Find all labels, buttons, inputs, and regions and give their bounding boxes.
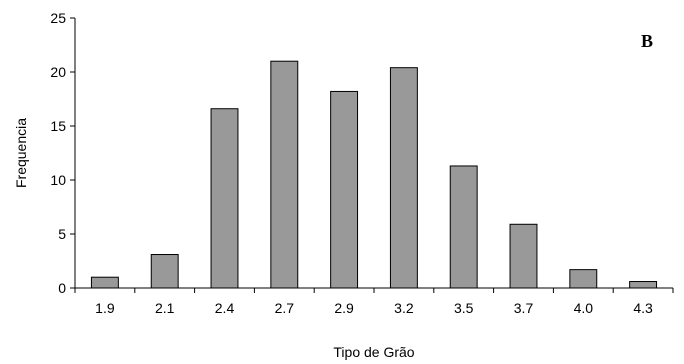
bar-3.7 xyxy=(509,223,538,289)
x-tick-label: 2.4 xyxy=(215,300,235,316)
panel-label: B xyxy=(641,31,653,51)
bar-3.2 xyxy=(389,67,418,289)
bar-3.5 xyxy=(449,165,478,289)
bar-4.0 xyxy=(569,269,598,289)
x-tick-label: 3.7 xyxy=(514,300,534,316)
y-tick-label: 15 xyxy=(50,118,66,134)
x-tick-label: 3.5 xyxy=(454,300,474,316)
bar-1.9 xyxy=(90,276,119,289)
y-tick-label: 10 xyxy=(50,172,66,188)
x-tick-label: 4.3 xyxy=(633,300,653,316)
bar-2.7 xyxy=(270,60,299,289)
y-tick-label: 20 xyxy=(50,64,66,80)
x-tick-label: 3.2 xyxy=(394,300,414,316)
x-axis-ticks: 1.9 2.1 2.4 2.7 2.9 3.2 3.5 3.7 4.0 4.3 xyxy=(74,288,674,316)
y-tick-label: 5 xyxy=(58,226,66,242)
x-axis-title: Tipo de Grão xyxy=(333,344,414,360)
x-tick-label: 1.9 xyxy=(95,300,115,316)
x-tick-label: 2.7 xyxy=(275,300,295,316)
bar-4.3 xyxy=(629,281,658,289)
x-tick-label: 2.1 xyxy=(155,300,175,316)
bars xyxy=(90,60,658,289)
y-tick-label: 25 xyxy=(50,10,66,26)
bar-2.9 xyxy=(330,90,359,289)
x-tick-label: 4.0 xyxy=(574,300,594,316)
y-axis-ticks: 0 5 10 15 20 25 xyxy=(50,10,75,296)
bar-2.4 xyxy=(210,108,239,289)
x-tick-label: 2.9 xyxy=(334,300,354,316)
bar-2.1 xyxy=(150,254,179,289)
y-tick-label: 0 xyxy=(58,280,66,296)
y-axis-title: Frequencia xyxy=(13,118,29,188)
